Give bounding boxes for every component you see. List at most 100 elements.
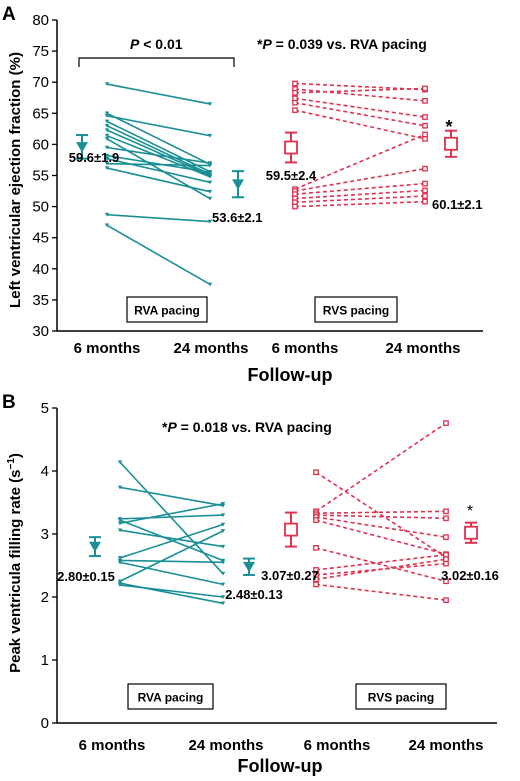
rva-line-a-4 bbox=[106, 125, 211, 175]
rva-point-24m-b-5 bbox=[220, 544, 226, 549]
rva-point-24m-b-7 bbox=[220, 560, 226, 565]
rva-point-24m-b-2 bbox=[220, 513, 226, 518]
significance-star-a: * bbox=[445, 117, 452, 137]
rvs-point-24m-b-4 bbox=[443, 534, 449, 541]
rva-point-6m-a-3 bbox=[104, 119, 110, 124]
x-tick-label-a-3: 24 months bbox=[385, 340, 460, 357]
rva-patient-b-1 bbox=[117, 485, 226, 508]
rvs-mean-marker-24m-b bbox=[464, 525, 478, 540]
rvs-line-a-8 bbox=[294, 182, 426, 195]
rva-patient-b-6 bbox=[117, 522, 226, 560]
rva-patient-a-13 bbox=[104, 137, 213, 201]
rva-line-a-2 bbox=[106, 115, 211, 137]
rvs-line-a-5 bbox=[294, 109, 426, 140]
rva-mean-label-6m-a: 59.6±1.9 bbox=[69, 150, 120, 165]
x-tick-label-b-1: 24 months bbox=[188, 737, 263, 754]
x-tick-label-a-0: 6 months bbox=[74, 340, 141, 357]
rvs-line-a-11 bbox=[294, 200, 426, 208]
significance-note-b: *P = 0.018 vs. RVA pacing bbox=[162, 419, 332, 435]
rva-point-6m-b-5 bbox=[117, 528, 123, 533]
y-tick-label-b-5: 5 bbox=[41, 400, 49, 417]
rva-line-b-7 bbox=[119, 559, 224, 564]
rvs-line-b-9 bbox=[315, 558, 447, 581]
y-tick-label-a-9: 75 bbox=[32, 43, 49, 60]
y-tick-label-a-4: 50 bbox=[32, 199, 49, 216]
rva-point-6m-a-4 bbox=[104, 123, 110, 128]
significance-star-b: * bbox=[467, 503, 473, 520]
group-box-label-b-0: RVA pacing bbox=[138, 691, 204, 705]
rva-patient-b-10 bbox=[117, 581, 226, 606]
rva-point-6m-b-8 bbox=[117, 560, 123, 565]
rva-point-6m-b-4 bbox=[117, 521, 123, 526]
y-tick-label-a-0: 30 bbox=[32, 323, 49, 340]
rvs-point-6m-a-11 bbox=[292, 203, 298, 210]
rvs-line-b-10 bbox=[315, 583, 447, 601]
rva-point-24m-b-10 bbox=[220, 601, 226, 606]
group-box-a-1 bbox=[314, 296, 398, 323]
rvs-patient-a-9 bbox=[292, 187, 428, 202]
rva-point-6m-b-11 bbox=[117, 583, 123, 588]
rvs-mean-marker-6m-b bbox=[284, 522, 298, 537]
rvs-line-a-0 bbox=[294, 82, 426, 91]
rvs-patient-a-5 bbox=[292, 107, 428, 142]
rva-patient-b-4 bbox=[117, 502, 226, 526]
plot-area-b: 0 1 2 3 4 5 6 months 24 months 6 months 24 months… bbox=[41, 400, 499, 754]
rva-line-a-9 bbox=[106, 162, 211, 167]
rva-line-a-8 bbox=[106, 157, 211, 184]
rva-mean-label-24m-a: 53.6±2.1 bbox=[212, 210, 263, 225]
rvs-mean-label-24m-a: 60.1±2.1 bbox=[432, 197, 483, 212]
panel-a: A Left ventricular ejection fraction (%)… bbox=[2, 4, 427, 385]
rva-point-24m-b-3 bbox=[220, 558, 226, 563]
rvs-line-b-5 bbox=[315, 519, 447, 555]
y-axis-label-a: Left ventricular ejection fraction (%) bbox=[7, 52, 24, 308]
rva-point-24m-b-8 bbox=[220, 582, 226, 587]
rva-point-6m-a-14 bbox=[104, 145, 110, 150]
rva-line-b-0 bbox=[119, 461, 224, 575]
rvs-line-b-7 bbox=[315, 553, 447, 571]
rva-point-6m-a-13 bbox=[104, 137, 110, 141]
rva-mean-label-24m-b: 2.48±0.13 bbox=[225, 587, 283, 602]
group-box-label-a-1: RVS pacing bbox=[323, 304, 389, 318]
rva-point-24m-a-10 bbox=[207, 189, 213, 194]
rva-point-24m-a-9 bbox=[207, 163, 213, 168]
rva-point-24m-b-0 bbox=[220, 571, 226, 576]
rva-point-24m-b-1 bbox=[220, 503, 226, 508]
rvs-point-24m-a-1 bbox=[422, 98, 428, 104]
rva-line-b-8 bbox=[119, 561, 224, 586]
rvs-mean-marker-6m-a bbox=[284, 140, 298, 155]
rvs-patient-b-9 bbox=[313, 556, 449, 583]
rvs-point-24m-b-10 bbox=[443, 597, 449, 604]
rvs-point-24m-a-6 bbox=[422, 131, 428, 138]
rva-line-a-1 bbox=[106, 112, 211, 166]
rva-patient-a-0 bbox=[104, 82, 213, 106]
rva-line-b-2 bbox=[119, 514, 224, 520]
y-tick-label-a-6: 60 bbox=[32, 136, 49, 153]
rvs-patient-a-3 bbox=[292, 95, 428, 120]
rva-point-24m-a-13 bbox=[207, 196, 213, 201]
x-tick-label-a-2: 6 months bbox=[272, 340, 339, 357]
rvs-mean-marker-24m-a bbox=[444, 136, 458, 151]
group-box-b-1 bbox=[355, 683, 447, 710]
rva-point-6m-b-3 bbox=[117, 518, 123, 523]
rva-point-6m-b-1 bbox=[117, 485, 123, 490]
rvs-patient-a-1 bbox=[292, 86, 428, 104]
group-box-label-a-0: RVA pacing bbox=[134, 304, 200, 318]
rvs-patient-a-4 bbox=[292, 99, 428, 129]
rvs-mean-label-24m-b: 3.02±0.16 bbox=[441, 568, 499, 583]
y-tick-label-a-5: 55 bbox=[32, 168, 49, 185]
rvs-patient-b-1 bbox=[313, 420, 449, 515]
rvs-point-24m-a-9 bbox=[422, 187, 428, 194]
rvs-patient-a-10 bbox=[292, 193, 428, 206]
y-tick-label-a-7: 65 bbox=[32, 105, 49, 122]
rvs-line-b-1 bbox=[315, 422, 447, 512]
rvs-line-b-0 bbox=[315, 471, 447, 558]
rva-mean-marker-6m-b bbox=[89, 541, 101, 552]
panel-letter-a: A bbox=[2, 4, 16, 25]
rvs-point-24m-a-11 bbox=[422, 198, 428, 205]
significance-note-a: *P = 0.039 vs. RVA pacing bbox=[257, 36, 427, 52]
rva-point-24m-a-8 bbox=[207, 180, 213, 185]
y-tick-label-b-3: 3 bbox=[41, 526, 49, 543]
y-tick-label-a-10: 80 bbox=[32, 12, 49, 29]
rva-line-b-5 bbox=[119, 529, 224, 548]
rva-point-6m-a-10 bbox=[104, 166, 110, 171]
